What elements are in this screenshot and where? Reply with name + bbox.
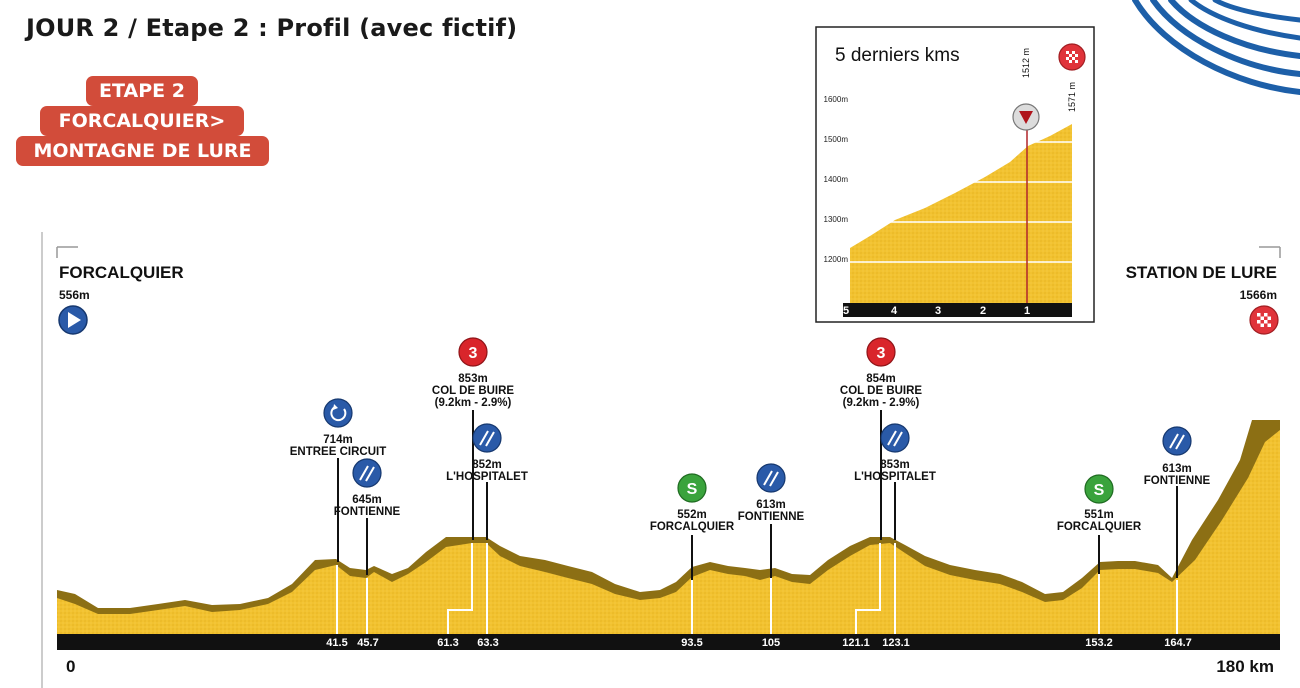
waypoint-detail: (9.2km - 2.9%) xyxy=(435,397,512,409)
waypoint-name: L'HOSPITALET xyxy=(446,471,528,483)
inset-y-tick: 1400m xyxy=(824,175,849,184)
waypoint-name: COL DE BUIRE xyxy=(432,385,515,397)
waypoint-labels: 714m ENTREE CIRCUIT 645m FONTIENNE 853m … xyxy=(290,373,1211,533)
inset-km-label: 1 xyxy=(1024,305,1030,317)
svg-text:S: S xyxy=(687,481,698,498)
feed-zone-icon xyxy=(352,458,382,488)
feed-zone-icon xyxy=(472,423,502,453)
stage-badge-line-2: FORCALQUIER> xyxy=(40,106,244,136)
waypoint-name: FONTIENNE xyxy=(1144,475,1211,487)
inset-km-labels: 5 4 3 2 1 xyxy=(843,305,1030,317)
profile-guides xyxy=(336,543,1178,634)
waypoint-elevation: 853m xyxy=(880,459,909,471)
feed-zone-icon xyxy=(1162,426,1192,456)
start-play-icon xyxy=(58,305,88,335)
inset-y-tick: 1500m xyxy=(824,135,849,144)
km-mark: 164.7 xyxy=(1164,637,1192,649)
km-end-label: 180 km xyxy=(1216,657,1274,676)
km-mark: 63.3 xyxy=(477,637,498,649)
km-mark: 93.5 xyxy=(681,637,702,649)
inset-finish-elevation: 1571 m xyxy=(1067,82,1077,112)
frame-bracket-right xyxy=(1259,246,1281,258)
inset-title: 5 derniers kms xyxy=(835,45,960,66)
profile-fill xyxy=(57,430,1280,634)
inset-km-bar xyxy=(843,303,1072,317)
waypoint-elevation: 854m xyxy=(866,373,895,385)
start-elevation: 556m xyxy=(59,288,90,302)
km-mark: 123.1 xyxy=(882,637,910,649)
decorative-swirl-logo xyxy=(1132,0,1300,95)
inset-y-tick: 1600m xyxy=(824,95,849,104)
kom-category-3-icon: 3 xyxy=(458,337,488,367)
km-bar xyxy=(57,634,1280,650)
feed-zone-icon xyxy=(756,463,786,493)
svg-text:3: 3 xyxy=(469,345,478,362)
stage-badge-line-3: MONTAGNE DE LURE xyxy=(16,136,269,166)
waypoint-elevation: 551m xyxy=(1084,509,1113,521)
waypoint-elevation: 552m xyxy=(677,509,706,521)
inset-y-tick: 1300m xyxy=(824,215,849,224)
waypoint-name: L'HOSPITALET xyxy=(854,471,936,483)
waypoint-elevation: 853m xyxy=(458,373,487,385)
feed-zone-icon xyxy=(880,423,910,453)
flamme-rouge-icon xyxy=(1012,103,1040,131)
inset-km-label: 2 xyxy=(980,305,986,317)
waypoint-detail: (9.2km - 2.9%) xyxy=(843,397,920,409)
km-marks: 41.5 45.7 61.3 63.3 93.5 105 121.1 123.1… xyxy=(326,637,1191,649)
waypoint-elevation: 645m xyxy=(352,494,381,506)
waypoint-elevation: 613m xyxy=(756,499,785,511)
waypoint-name: FONTIENNE xyxy=(738,511,805,523)
inset-y-tick: 1200m xyxy=(824,255,849,264)
inset-km-label: 5 xyxy=(843,305,849,317)
finish-checkered-flag-icon xyxy=(1058,43,1086,71)
sprint-icon: S xyxy=(677,473,707,503)
stage-badge-line-1: ETAPE 2 xyxy=(86,76,198,106)
inset-y-ticks: 1600m 1500m 1400m 1300m 1200m xyxy=(824,95,849,264)
circuit-icon xyxy=(323,398,353,428)
finish-checkered-flag-icon xyxy=(1249,305,1279,335)
inset-marker-elevation: 1512 m xyxy=(1021,48,1031,78)
inset-km-label: 4 xyxy=(891,305,898,317)
waypoint-name: FORCALQUIER xyxy=(1057,521,1142,533)
waypoint-stems xyxy=(337,410,1178,580)
km-mark: 41.5 xyxy=(326,637,347,649)
page-title: JOUR 2 / Etape 2 : Profil (avec fictif) xyxy=(26,14,518,42)
svg-text:3: 3 xyxy=(877,345,886,362)
waypoint-name: FONTIENNE xyxy=(334,506,401,518)
finish-name: STATION DE LURE xyxy=(1126,263,1277,282)
waypoint-elevation: 852m xyxy=(472,459,501,471)
km-mark: 45.7 xyxy=(357,637,378,649)
waypoint-elevation: 613m xyxy=(1162,463,1191,475)
sprint-icon: S xyxy=(1084,474,1114,504)
inset-profile-fill xyxy=(850,124,1072,303)
waypoint-elevation: 714m xyxy=(323,434,352,446)
waypoint-name: COL DE BUIRE xyxy=(840,385,923,397)
svg-text:S: S xyxy=(1094,482,1105,499)
km-mark: 121.1 xyxy=(842,637,870,649)
km-mark: 61.3 xyxy=(437,637,458,649)
km-start-label: 0 xyxy=(66,657,75,676)
waypoint-name: ENTREE CIRCUIT xyxy=(290,446,386,458)
waypoint-name: FORCALQUIER xyxy=(650,521,735,533)
finish-elevation: 1566m xyxy=(1240,288,1277,302)
km-mark: 153.2 xyxy=(1085,637,1113,649)
inset-gridlines xyxy=(850,141,1072,263)
km-mark: 105 xyxy=(762,637,780,649)
last-5km-inset: 5 derniers kms 1600m 1500m 1400m 1300m 1… xyxy=(815,26,1095,323)
frame-bracket-left xyxy=(56,246,78,258)
kom-category-3-icon: 3 xyxy=(866,337,896,367)
inset-km-label: 3 xyxy=(935,305,941,317)
start-name: FORCALQUIER xyxy=(59,263,184,282)
